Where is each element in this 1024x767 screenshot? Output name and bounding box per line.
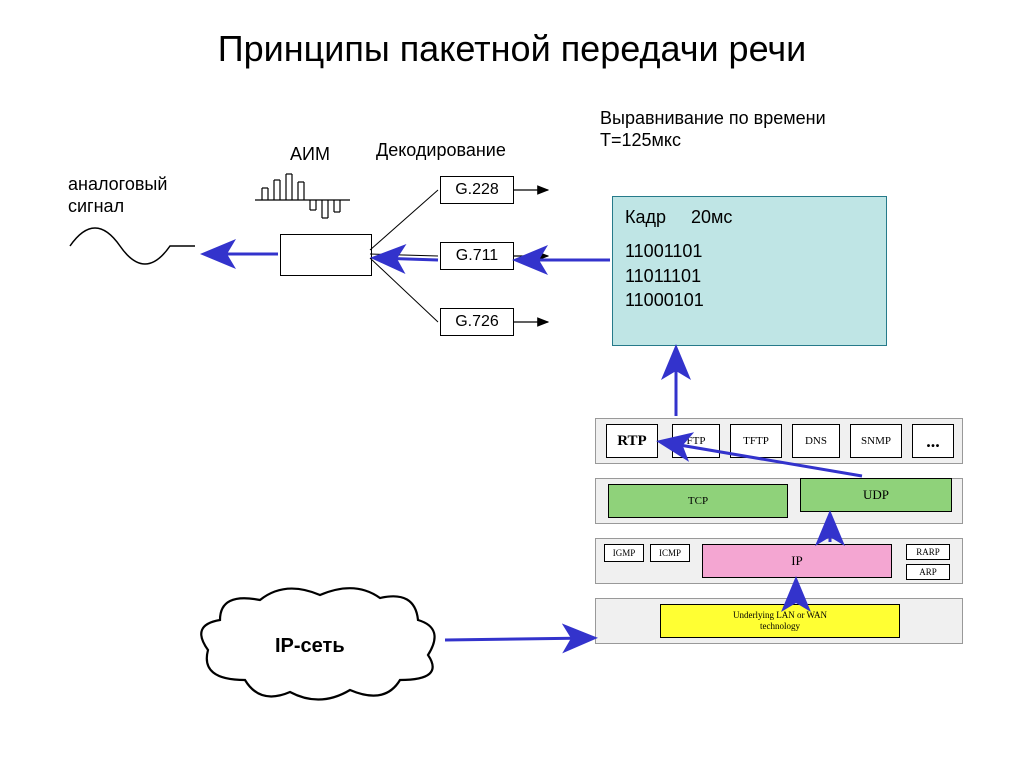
proto-tcp: TCP [608,484,788,518]
proto-arp: ARP [906,564,950,580]
codec-g711: G.711 [440,242,514,270]
proto-rarp: RARP [906,544,950,560]
proto-dns: DNS [792,424,840,458]
proto-rtp: RTP [606,424,658,458]
frame-line-0: 11001101 [625,239,874,263]
proto-dots: ... [912,424,954,458]
frame-header-left: Кадр [625,207,666,227]
cloud-label: IP-сеть [275,635,345,658]
frame-line-2: 11000101 [625,288,874,312]
proto-icmp: ICMP [650,544,690,562]
sampler-box [280,234,372,276]
proto-link: Underlying LAN or WAN technology [660,604,900,638]
slide-title: Принципы пакетной передачи речи [0,28,1024,70]
proto-udp: UDP [800,478,952,512]
codec-g726: G.726 [440,308,514,336]
timing-alignment-label: Выравнивание по времени Т=125мкс [600,108,826,151]
codec-g228: G.228 [440,176,514,204]
frame-box: Кадр 20мс 11001101 11011101 11000101 [612,196,887,346]
decoding-label: Декодирование [376,140,506,162]
analog-signal-label: аналоговый сигнал [68,174,167,217]
cloud-ip-network: IP-сеть [190,580,445,710]
proto-tftp: TFTP [730,424,782,458]
proto-igmp: IGMP [604,544,644,562]
slide: Принципы пакетной передачи речи аналогов… [0,0,1024,767]
frame-header-right: 20мс [691,207,732,227]
proto-ftp: FTP [672,424,720,458]
proto-ip: IP [702,544,892,578]
frame-line-1: 11011101 [625,264,874,288]
aim-label: АИМ [290,144,330,166]
diagram-arrows-overlay [0,0,1024,767]
proto-snmp: SNMP [850,424,902,458]
